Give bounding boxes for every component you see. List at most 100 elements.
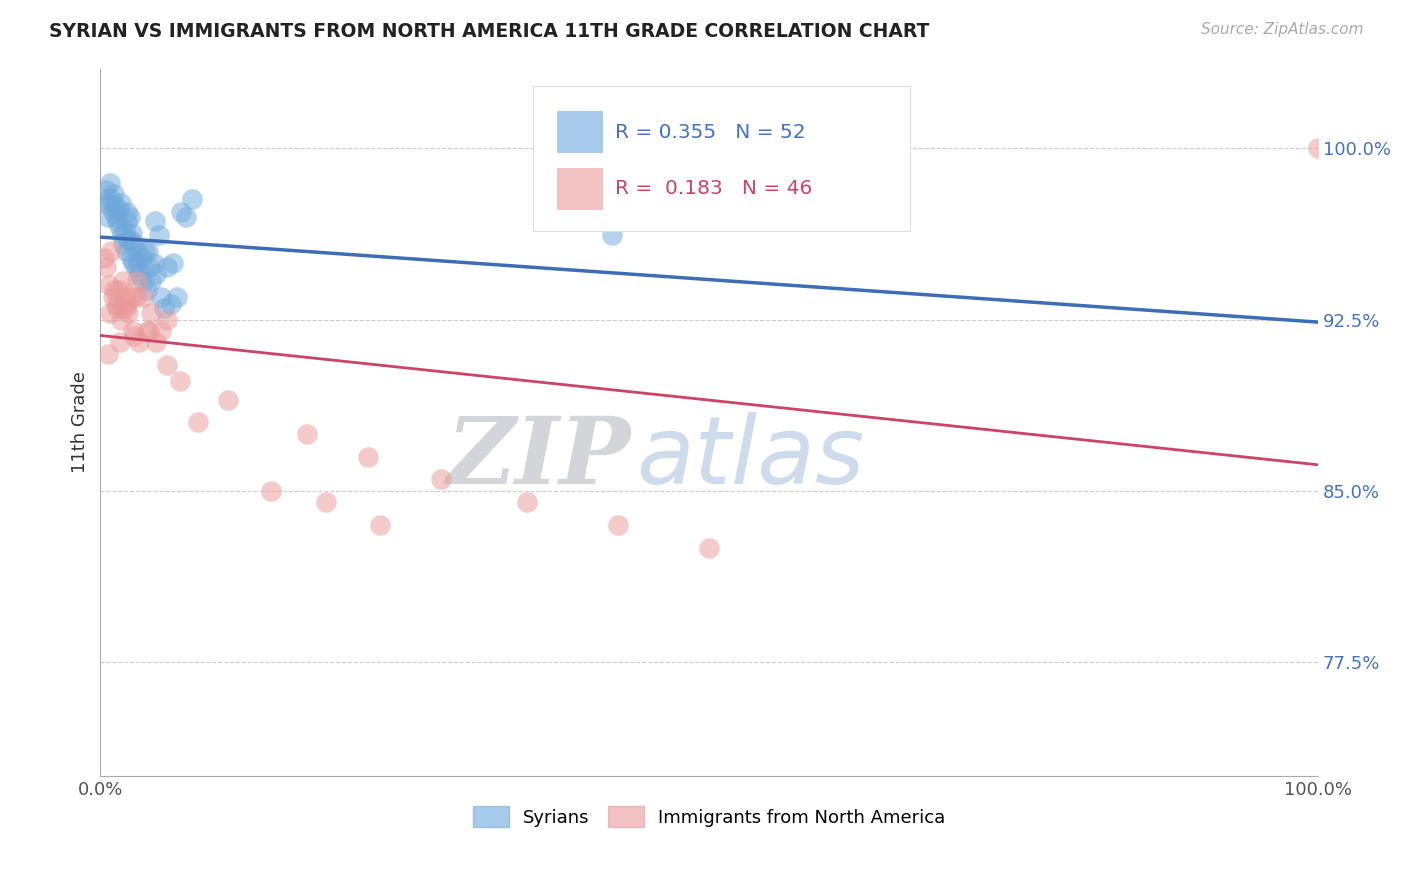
Point [174,210,197,224]
Point [115,214,138,228]
Point [138,324,160,338]
Point [156,359,179,373]
Point [97,198,120,212]
Point [105,214,128,228]
Point [112,237,135,252]
Point [125,244,148,259]
Point [217,392,239,407]
Point [152,301,174,316]
Text: R = 0.355   N = 52: R = 0.355 N = 52 [616,123,806,142]
Point [100,244,122,259]
Point [128,267,150,281]
Point [138,260,160,274]
Point [114,224,136,238]
Point [93,251,115,265]
Point [141,306,163,320]
Point [315,495,337,509]
Point [135,324,157,338]
Point [166,290,188,304]
Point [108,335,131,350]
Point [105,301,128,316]
Point [98,176,121,190]
Point [370,518,392,533]
Point [103,187,125,202]
Point [187,415,209,429]
Point [97,278,120,293]
Point [145,335,167,350]
Point [260,483,283,498]
Point [112,274,135,288]
Point [114,290,136,304]
Point [142,255,165,269]
Point [100,192,122,206]
Point [122,324,145,338]
Point [516,495,538,509]
Point [98,306,121,320]
Point [357,450,380,464]
FancyBboxPatch shape [533,87,910,231]
Point [120,290,142,304]
Point [124,328,146,343]
Point [600,228,623,243]
Point [96,182,118,196]
Point [124,290,146,304]
Point [117,306,139,320]
Point [124,237,146,252]
Point [136,244,159,259]
Point [110,196,132,211]
Point [131,251,153,265]
Point [97,347,120,361]
Point [430,472,453,486]
Point [150,324,173,338]
Point [145,267,167,281]
Point [170,205,193,219]
Point [141,274,163,288]
Point [134,244,156,259]
Text: Source: ZipAtlas.com: Source: ZipAtlas.com [1201,22,1364,37]
Point [169,374,191,388]
Point [101,205,124,219]
Point [115,244,138,259]
Text: SYRIAN VS IMMIGRANTS FROM NORTH AMERICA 11TH GRADE CORRELATION CHART: SYRIAN VS IMMIGRANTS FROM NORTH AMERICA … [49,22,929,41]
Point [120,233,142,247]
Point [107,283,129,297]
Y-axis label: 11th Grade: 11th Grade [72,371,89,474]
Point [148,228,170,243]
Point [132,290,155,304]
Bar [557,168,603,210]
Point [96,260,118,274]
Point [135,283,157,297]
Point [156,312,179,326]
Point [93,192,115,206]
Point [108,221,131,235]
Point [1308,141,1330,155]
Point [115,205,138,219]
Point [118,210,141,224]
Point [180,192,202,206]
Point [124,260,146,274]
Bar [557,111,603,153]
Point [115,301,138,316]
Point [125,274,148,288]
Point [162,255,184,269]
Point [115,296,138,310]
Point [160,296,183,310]
Point [103,283,125,297]
Point [297,426,319,441]
Point [97,210,120,224]
Text: ZIP: ZIP [446,413,630,503]
Point [127,255,149,269]
Point [697,541,720,555]
Legend: Syrians, Immigrants from North America: Syrians, Immigrants from North America [465,799,953,834]
Text: R =  0.183   N = 46: R = 0.183 N = 46 [616,179,813,198]
Point [120,251,142,265]
Point [111,228,134,243]
Point [150,290,173,304]
Point [101,290,124,304]
Point [606,518,628,533]
Point [107,202,129,217]
Point [132,274,155,288]
Point [117,233,139,247]
Point [122,255,145,269]
Point [105,296,128,310]
